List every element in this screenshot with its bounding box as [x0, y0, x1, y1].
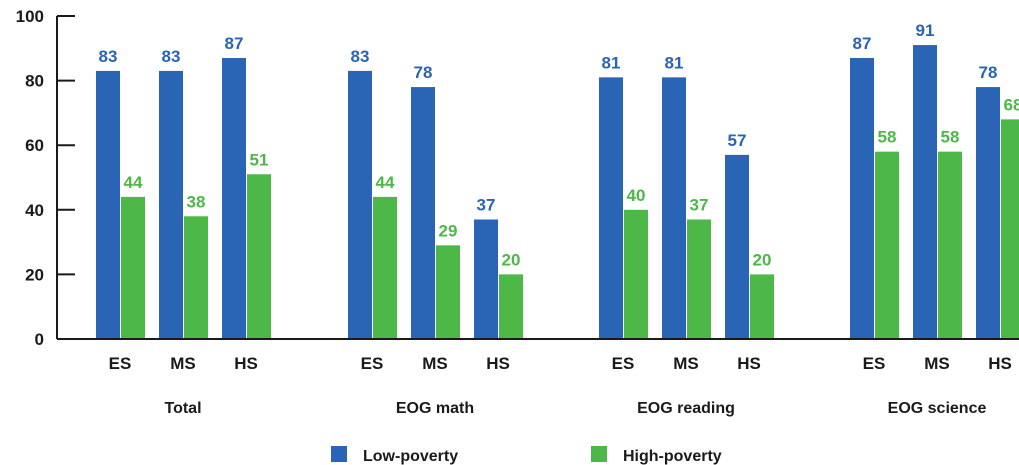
low-poverty-value-label: 83: [351, 47, 370, 66]
y-tick-label: 80: [25, 72, 44, 91]
high-poverty-bar: [687, 219, 711, 339]
high-poverty-bar: [875, 151, 899, 339]
low-poverty-value-label: 81: [602, 53, 621, 72]
x-group-label: EOG reading: [637, 400, 735, 417]
high-poverty-value-label: 58: [878, 128, 897, 147]
low-poverty-bar: [976, 87, 1000, 339]
x-category-label: ES: [612, 354, 635, 373]
y-axis: 0 20 40 60 80 100: [16, 7, 75, 349]
low-poverty-value-label: 87: [853, 34, 872, 53]
low-poverty-bar: [662, 77, 686, 340]
high-poverty-legend-label: High-poverty: [623, 448, 722, 465]
value-labels: 83 44 83 38 87 51 83 44 78 29 37 20 81 40 81 37 57 20 87 58…: [99, 21, 1019, 269]
bars: [96, 45, 1019, 340]
low-poverty-bar: [159, 70, 183, 339]
high-poverty-value-label: 51: [250, 150, 269, 169]
low-poverty-value-label: 91: [916, 21, 935, 40]
low-poverty-bar: [411, 87, 435, 339]
x-category-label: MS: [924, 354, 950, 373]
low-poverty-value-label: 81: [665, 53, 684, 72]
x-group-label: EOG math: [396, 400, 474, 417]
y-tick-label: 60: [25, 136, 44, 155]
low-poverty-legend-label: Low-poverty: [363, 448, 458, 465]
low-poverty-value-label: 78: [414, 63, 433, 82]
low-poverty-bar: [725, 154, 749, 339]
high-poverty-value-label: 58: [941, 128, 960, 147]
x-category-label: ES: [863, 354, 886, 373]
low-poverty-bar: [599, 77, 623, 340]
high-poverty-bar: [1001, 119, 1019, 339]
high-poverty-legend-swatch: [591, 446, 607, 462]
x-category-label: HS: [234, 354, 258, 373]
high-poverty-value-label: 40: [627, 186, 646, 205]
high-poverty-bar: [373, 196, 397, 339]
high-poverty-bar: [750, 274, 774, 339]
high-poverty-value-label: 37: [690, 195, 709, 214]
x-axis: ES MS HS Total ES MS HS EOG math ES MS HS EOG readi…: [57, 338, 1019, 417]
x-category-label: ES: [109, 354, 132, 373]
y-tick-label: 40: [25, 201, 44, 220]
low-poverty-value-label: 78: [979, 63, 998, 82]
y-tick-label: 20: [25, 265, 44, 284]
low-poverty-value-label: 83: [162, 47, 181, 66]
high-poverty-bar: [499, 274, 523, 339]
low-poverty-bar: [348, 70, 372, 339]
high-poverty-bar: [121, 196, 145, 339]
low-poverty-bar: [913, 45, 937, 339]
x-category-label: HS: [486, 354, 510, 373]
low-poverty-bar: [474, 219, 498, 339]
legend: Low-poverty High-poverty: [331, 446, 722, 465]
x-category-label: ES: [361, 354, 384, 373]
low-poverty-value-label: 37: [477, 195, 496, 214]
x-category-label: MS: [422, 354, 448, 373]
high-poverty-bar: [184, 216, 208, 339]
low-poverty-value-label: 83: [99, 47, 118, 66]
high-poverty-bar: [938, 151, 962, 339]
y-tick-label: 100: [16, 7, 44, 26]
high-poverty-value-label: 20: [502, 250, 521, 269]
high-poverty-bar: [247, 174, 271, 339]
high-poverty-value-label: 38: [187, 192, 206, 211]
low-poverty-bar: [96, 70, 120, 339]
low-poverty-bar: [222, 57, 246, 340]
high-poverty-value-label: 44: [376, 173, 395, 192]
low-poverty-value-label: 57: [728, 131, 747, 150]
high-poverty-bar: [624, 209, 648, 339]
high-poverty-value-label: 44: [124, 173, 143, 192]
high-poverty-bar: [436, 245, 460, 339]
x-category-label: MS: [673, 354, 699, 373]
low-poverty-legend-swatch: [331, 446, 347, 462]
high-poverty-value-label: 29: [439, 221, 458, 240]
x-category-label: MS: [170, 354, 196, 373]
low-poverty-value-label: 87: [225, 34, 244, 53]
high-poverty-value-label: 68: [1004, 95, 1019, 114]
y-tick-label: 0: [35, 330, 44, 349]
low-poverty-bar: [850, 57, 874, 340]
x-group-label: Total: [164, 400, 201, 417]
high-poverty-value-label: 20: [753, 250, 772, 269]
x-group-label: EOG science: [888, 400, 987, 417]
x-category-label: HS: [988, 354, 1012, 373]
x-category-label: HS: [737, 354, 761, 373]
